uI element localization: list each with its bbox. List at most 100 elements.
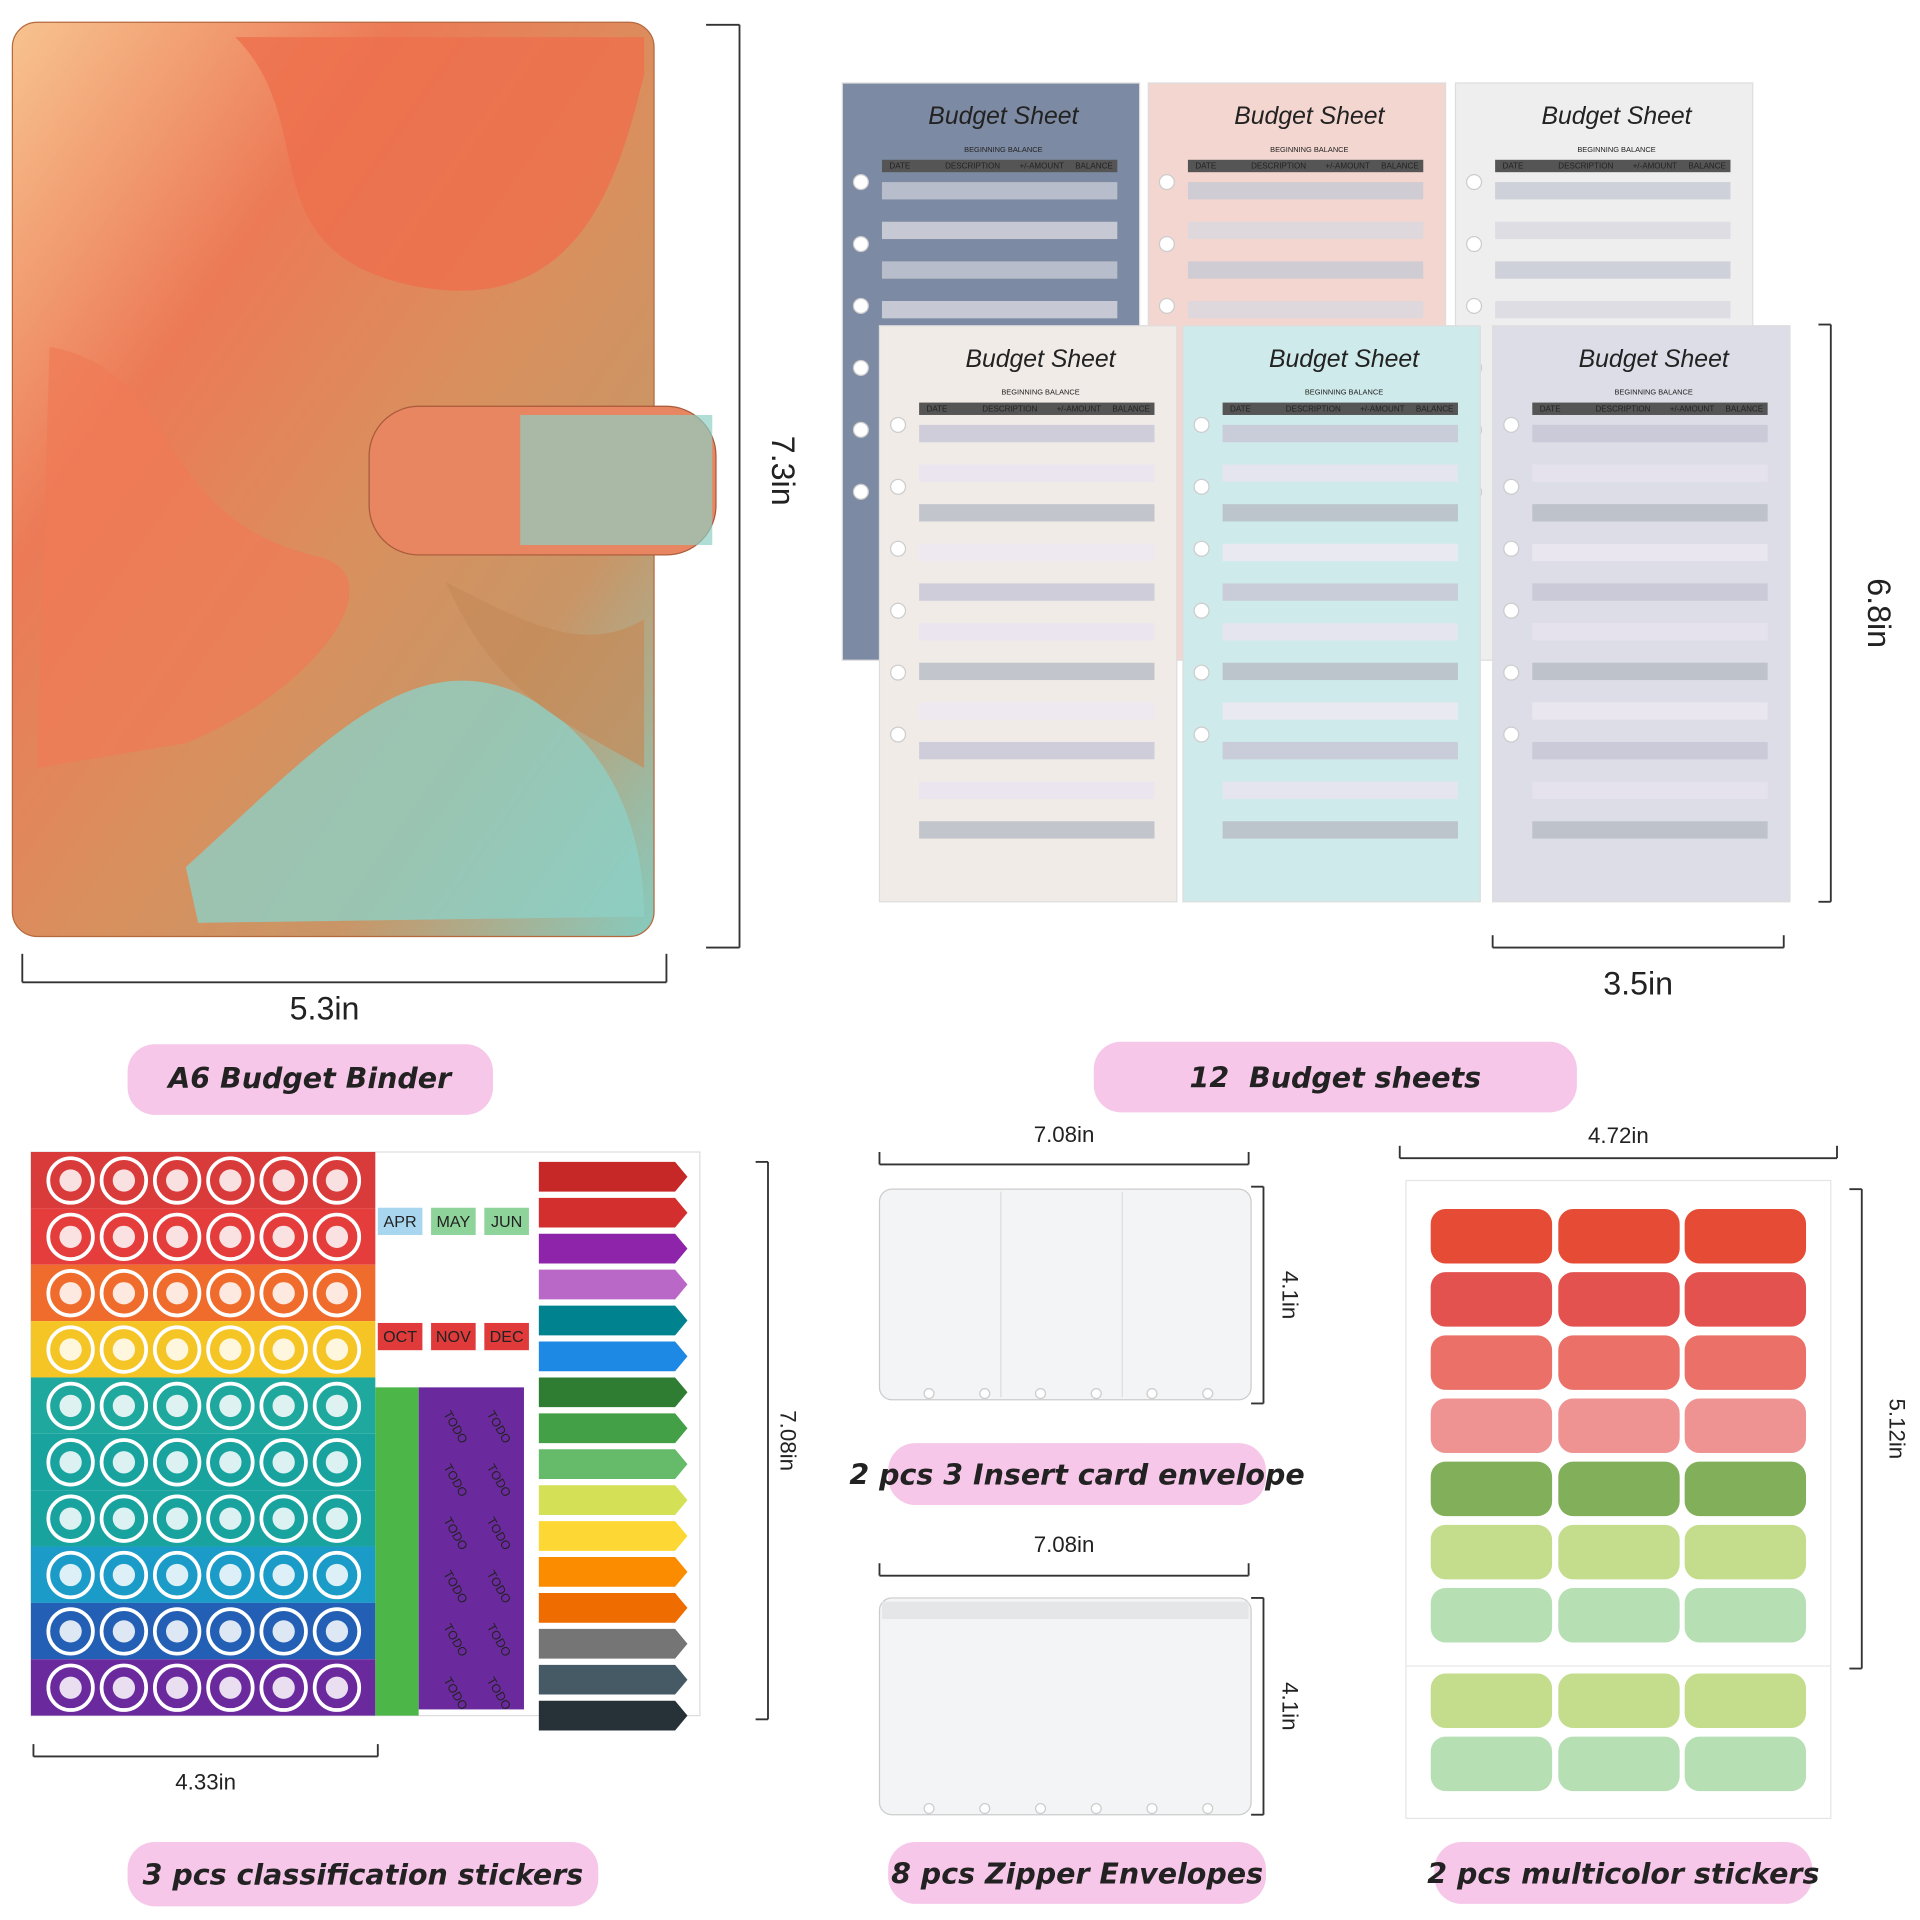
sheet-stripe <box>1222 424 1458 443</box>
icon-sticker-center <box>325 1169 349 1192</box>
flag-sticker <box>538 1521 688 1551</box>
icon-sticker-center <box>112 1563 136 1587</box>
sheet-stripe <box>1532 662 1768 681</box>
sheet-column: DATE <box>927 405 948 414</box>
sheet-stripe <box>881 301 1118 319</box>
multicolor-stickers: 4.72in 5.12in 2 pcs multicolor stickers <box>1398 1123 1909 1904</box>
icon-sticker-center <box>219 1282 242 1305</box>
month-tab <box>431 1322 476 1351</box>
budget-sheet: Budget Sheet BEGINNING BALANCE DATE DESCRIP… <box>878 325 1178 903</box>
flag-sticker <box>538 1197 688 1228</box>
punch-hole <box>1090 1387 1102 1400</box>
punch-hole <box>1193 726 1210 743</box>
sheet-column: DATE <box>1230 405 1251 414</box>
icon-sticker-center <box>112 1225 136 1248</box>
icon-sticker-center <box>112 1394 136 1418</box>
label-pill <box>1434 1841 1813 1904</box>
punch-hole <box>1202 1387 1214 1400</box>
flag-sticker <box>538 1269 688 1300</box>
sheet-stripe <box>1187 182 1424 200</box>
sheet-header <box>1187 159 1424 173</box>
sheet-stripe <box>1495 221 1731 240</box>
sheet-stripe <box>1532 623 1768 641</box>
punch-hole <box>1503 478 1520 495</box>
icon-sticker-center <box>272 1225 295 1248</box>
punch-hole <box>923 1387 935 1400</box>
punch-hole <box>852 421 869 438</box>
sheet-stripe <box>1532 543 1768 562</box>
product-label: 3 pcs classification stickers <box>143 1859 584 1892</box>
binder: 7.3in 5.3in A6 Budget Binder <box>11 21 801 1115</box>
month-label: NOV <box>436 1328 471 1346</box>
sheet-stripe <box>919 424 1155 443</box>
sheet-stripe <box>1222 821 1458 839</box>
icon-sticker-center <box>219 1451 242 1474</box>
sheet-stripe <box>1222 623 1458 641</box>
icon-sticker-center <box>165 1282 189 1305</box>
card-envelope <box>878 1188 1252 1401</box>
sheet-header <box>881 159 1118 173</box>
icon-sticker-center <box>219 1394 242 1418</box>
icon-sticker-center <box>272 1563 295 1587</box>
punch-hole <box>890 416 907 433</box>
icon-sticker-center <box>112 1507 136 1530</box>
sheet-column: +/-AMOUNT <box>1057 405 1102 414</box>
icon-sticker-center <box>59 1676 82 1699</box>
sheet-column: DATE <box>1195 162 1216 171</box>
color-label-sticker <box>1684 1524 1807 1580</box>
month-tab <box>377 1207 423 1235</box>
sheet-stripe <box>1532 821 1768 839</box>
flag-sticker <box>538 1664 688 1695</box>
sheet-stripe <box>1222 702 1458 720</box>
sheet-stripe <box>919 662 1155 681</box>
sheet-column: BALANCE <box>1112 405 1150 414</box>
color-label-sticker <box>1430 1524 1553 1580</box>
punch-hole <box>1090 1802 1102 1815</box>
punch-hole <box>852 483 869 500</box>
punch-hole <box>1466 297 1483 315</box>
sheet-column: BALANCE <box>1416 405 1454 414</box>
punch-hole <box>1146 1802 1158 1815</box>
marble-swirl <box>185 680 645 923</box>
icon-sticker-center <box>219 1620 242 1643</box>
sheet-stripe <box>1532 583 1768 601</box>
punch-hole <box>1193 416 1210 433</box>
punch-hole <box>1503 540 1520 557</box>
dimension-label: 3.5in <box>1603 966 1673 1002</box>
icon-sticker-center <box>59 1338 82 1361</box>
color-label-sticker <box>1430 1398 1553 1454</box>
icon-sticker-center <box>112 1282 136 1305</box>
icon-sticker-center <box>272 1620 295 1643</box>
sheet-stripe <box>1532 464 1768 482</box>
sheet-title: Budget Sheet <box>965 346 1116 373</box>
punch-hole <box>852 174 869 191</box>
dimension-label: 7.08in <box>1034 1532 1095 1557</box>
color-label-sticker <box>1558 1524 1680 1580</box>
sheet-title: Budget Sheet <box>928 103 1079 130</box>
icon-sticker-center <box>325 1394 349 1418</box>
sheet-stripe <box>1187 221 1424 240</box>
flag-sticker <box>538 1628 688 1659</box>
sheet-header <box>1222 402 1458 415</box>
color-label-sticker <box>1558 1208 1680 1264</box>
sheet-column: DATE <box>889 162 910 171</box>
sheet-stripe <box>919 821 1155 839</box>
color-label-sticker <box>1558 1461 1680 1517</box>
todo-strip-green <box>375 1387 419 1716</box>
sheet-stripe <box>919 504 1155 522</box>
marble-swirl <box>235 37 645 291</box>
color-label-sticker <box>1684 1272 1807 1327</box>
dimension-label: 4.1in <box>1277 1271 1302 1319</box>
sheet-subtitle: BEGINNING BALANCE <box>1270 145 1348 154</box>
sheet-stripe <box>919 583 1155 601</box>
envelopes: 7.08in 4.1in 2 pcs 3 Insert card envelope 7… <box>849 1122 1305 1904</box>
product-label: 8 pcs Zipper Envelopes <box>891 1857 1263 1890</box>
icon-sticker-center <box>165 1338 189 1361</box>
color-label-sticker <box>1430 1335 1553 1390</box>
color-label-sticker <box>1430 1461 1553 1517</box>
punch-hole <box>852 359 869 376</box>
icon-sticker-center <box>325 1338 349 1361</box>
icon-sticker-center <box>165 1620 189 1643</box>
icon-sticker-center <box>272 1507 295 1530</box>
punch-hole <box>1034 1387 1047 1400</box>
